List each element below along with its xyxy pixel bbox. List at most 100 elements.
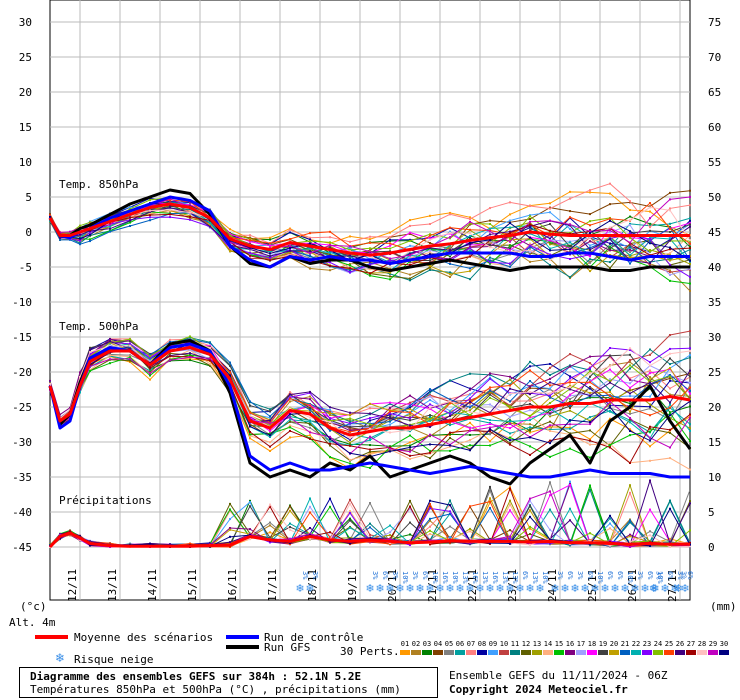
pert-point [429,415,431,418]
pert-point [529,499,531,502]
pert-point [509,213,511,216]
pert-point [429,433,431,436]
pert-point [529,453,531,456]
pert-point [309,410,311,413]
pert-point [329,437,331,440]
pert-point [609,192,611,195]
pert-point [309,434,311,437]
pert-point [509,219,511,222]
pert-point [289,394,291,397]
pert-point [589,224,591,227]
pert-point [689,416,691,419]
mean-precip-line [48,531,690,549]
section-label: Précipitations [59,494,152,507]
pert-point [569,190,571,193]
pert-point [629,402,631,405]
pert-point [369,502,371,505]
pert-point [469,439,471,442]
snowflake-icon: ❄ [560,582,569,595]
pert-point [689,529,691,532]
pert-point [409,533,411,536]
pert-point [409,446,411,449]
pert-point [269,445,271,448]
pert-point [629,395,631,398]
pert-point [349,256,351,259]
snow-risk-value: 13% [531,571,539,584]
pert-point [49,379,51,382]
pert-point [189,211,191,214]
pert-point [129,216,131,219]
pert-point [609,442,611,445]
snowflake-icon: ❄ [550,582,559,595]
pert-point [369,533,371,536]
pert-point [669,401,671,404]
pert-point [629,367,631,370]
pert-point [549,442,551,445]
snow-risk-value: 3% [371,571,379,580]
pert-point [169,210,171,213]
pert-point [509,392,511,395]
pert-point [349,267,351,270]
pert-point [169,355,171,358]
pert-point [509,400,511,403]
pert-point [689,488,691,491]
pert-point [189,208,191,211]
pert-point [329,412,331,415]
pert-point [509,406,511,409]
pert-point [129,206,131,209]
pert-point [529,214,531,217]
pert-point [509,529,511,532]
pert-point [689,239,691,242]
legend-pert-number: 23 [643,640,651,648]
snow-risk-value: 3% [676,571,684,580]
pert-point [389,531,391,534]
pert-point [409,231,411,234]
pert-point [509,222,511,225]
pert-point [349,269,351,272]
legend-pert-number: 15 [555,640,563,648]
pert-point [369,263,371,266]
pert-point [309,537,311,540]
pert-point [509,420,511,423]
pert-point [549,229,551,232]
pert-point [269,416,271,419]
pert-point [369,247,371,250]
date-label: 19/11 [346,569,359,602]
pert-point [369,448,371,451]
pert-point [269,257,271,260]
pert-point [549,264,551,267]
right-tick-label: 55 [708,156,721,169]
pert-point [669,279,671,282]
pert-point [629,236,631,239]
pert-point [609,417,611,420]
pert-point [489,542,491,545]
pert-point [689,392,691,395]
pert-point [509,503,511,506]
pert-point [269,250,271,253]
pert-point [589,220,591,223]
snowflake-icon: ❄ [305,582,314,595]
pert-point [689,282,691,285]
pert-point [469,393,471,396]
pert-point [149,219,151,222]
right-tick-label: 60 [708,121,721,134]
pert-point [449,236,451,239]
pert-point [469,278,471,281]
pert-point [349,248,351,251]
pert-point [389,524,391,527]
pert-point [289,541,291,544]
pert-point [649,226,651,229]
pert-point [149,198,151,201]
pert-point [149,214,151,217]
pert-point [609,527,611,530]
pert-point [549,439,551,442]
pert-point [229,541,231,544]
pert-point [569,483,571,486]
pert-point [409,416,411,419]
pert-point [569,426,571,429]
left-tick-label: -20 [12,366,32,379]
pert-point [309,232,311,235]
pert-point [269,419,271,422]
legend-pert-number: 25 [665,640,673,648]
